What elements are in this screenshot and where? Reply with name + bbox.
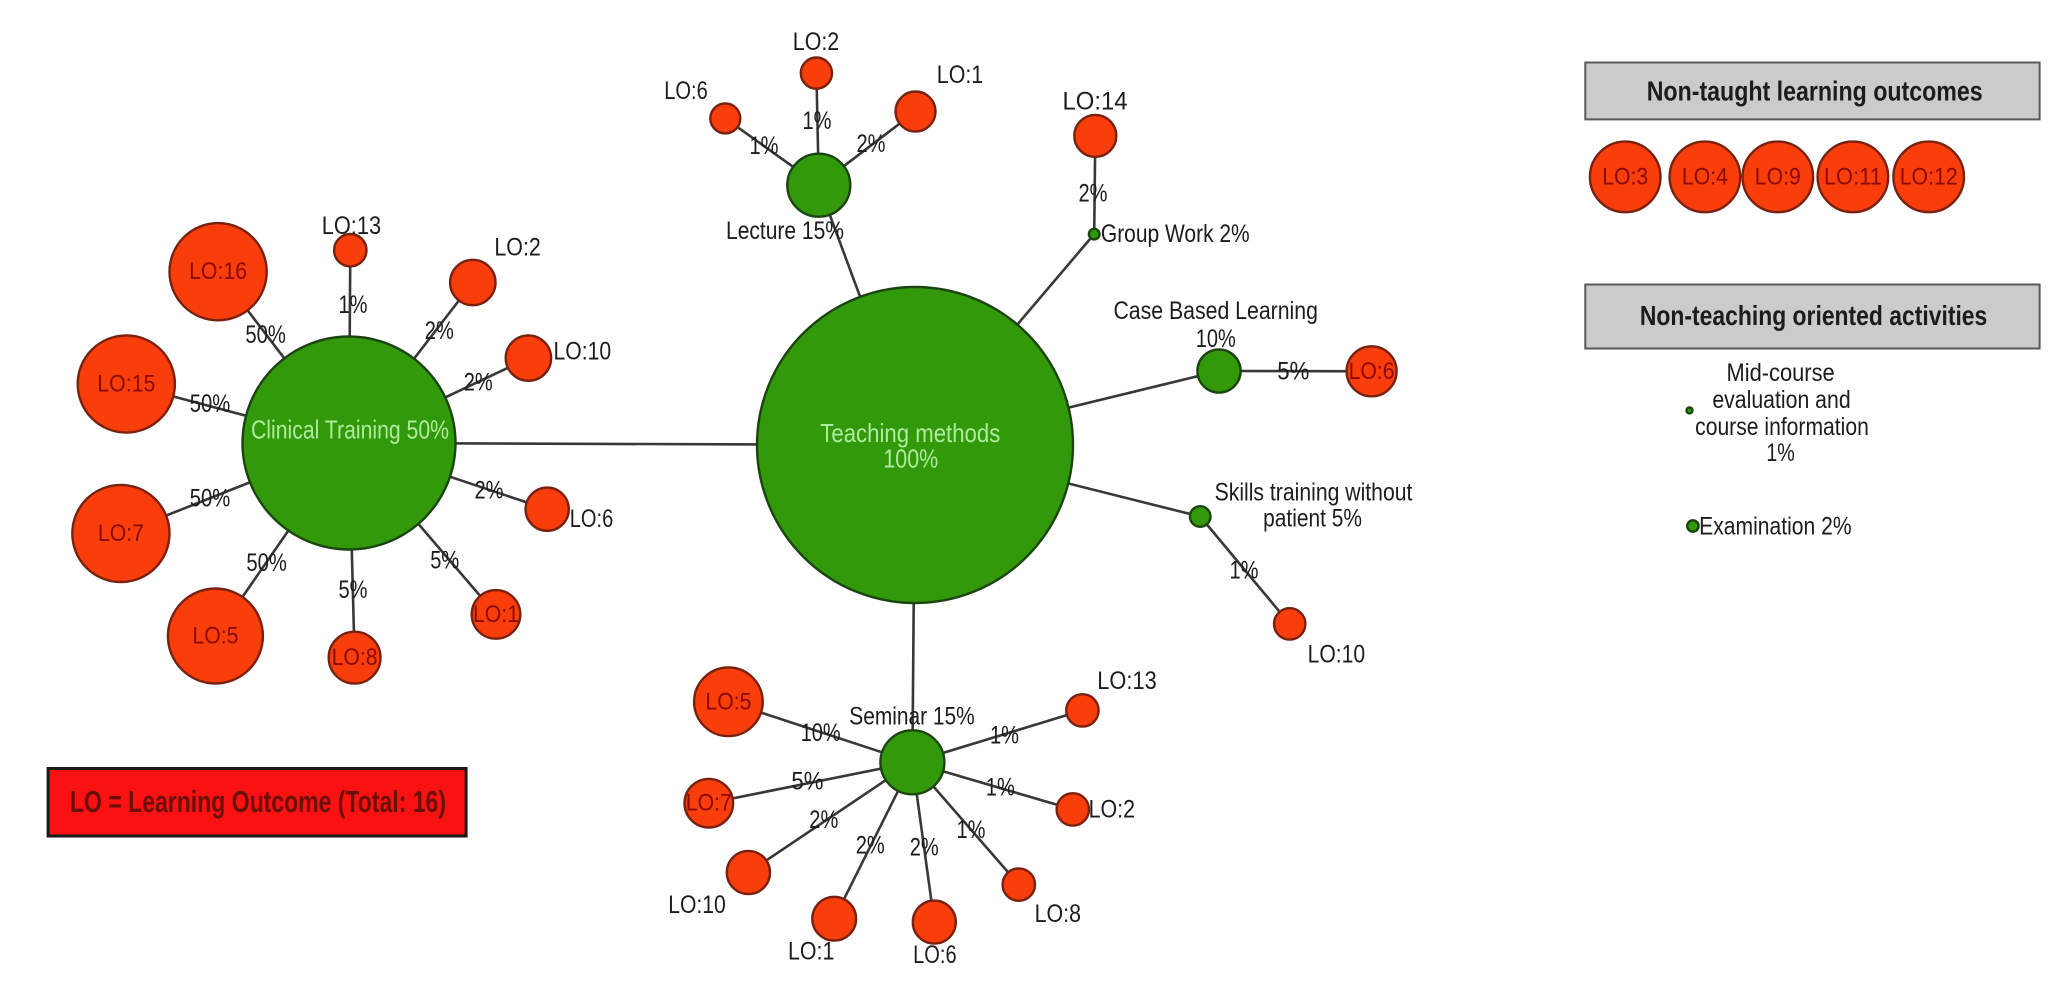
svg-text:LO:13: LO:13 xyxy=(322,212,381,240)
svg-text:Group Work 2%: Group Work 2% xyxy=(1101,220,1250,248)
svg-text:1%: 1% xyxy=(1766,439,1795,467)
svg-text:2%: 2% xyxy=(425,317,454,345)
svg-text:LO:3: LO:3 xyxy=(1602,163,1648,190)
svg-text:LO:2: LO:2 xyxy=(494,234,540,262)
svg-text:LO:6: LO:6 xyxy=(570,505,614,533)
svg-text:10%: 10% xyxy=(1196,325,1236,353)
svg-text:LO:16: LO:16 xyxy=(189,258,247,285)
svg-text:LO:5: LO:5 xyxy=(192,623,238,650)
svg-text:LO:1: LO:1 xyxy=(788,938,834,966)
svg-text:Clinical Training 50%: Clinical Training 50% xyxy=(251,415,449,445)
svg-text:LO:6: LO:6 xyxy=(664,77,708,105)
svg-text:LO:2: LO:2 xyxy=(793,28,839,56)
svg-text:Non-teaching oriented activiti: Non-teaching oriented activities xyxy=(1640,300,1987,331)
svg-text:LO:8: LO:8 xyxy=(1035,900,1081,928)
svg-text:Case Based Learning: Case Based Learning xyxy=(1113,297,1318,325)
svg-text:Skills training without: Skills training without xyxy=(1215,479,1413,507)
svg-text:LO:1: LO:1 xyxy=(937,61,983,89)
svg-text:LO:14: LO:14 xyxy=(1063,88,1128,116)
svg-text:5%: 5% xyxy=(430,546,459,574)
svg-text:LO:10: LO:10 xyxy=(668,891,726,919)
svg-text:LO:8: LO:8 xyxy=(332,644,378,671)
svg-text:LO:11: LO:11 xyxy=(1824,163,1882,190)
svg-text:LO:12: LO:12 xyxy=(1900,163,1958,190)
svg-text:LO:6: LO:6 xyxy=(1349,358,1395,385)
svg-text:Lecture 15%: Lecture 15% xyxy=(726,217,844,245)
svg-text:1%: 1% xyxy=(1230,556,1259,584)
svg-text:50%: 50% xyxy=(245,321,286,349)
svg-text:LO:10: LO:10 xyxy=(1308,640,1366,668)
svg-text:course information: course information xyxy=(1695,413,1869,441)
svg-text:LO:15: LO:15 xyxy=(97,371,155,398)
svg-text:2%: 2% xyxy=(857,130,886,158)
svg-text:1%: 1% xyxy=(750,132,779,160)
svg-text:2%: 2% xyxy=(464,368,493,396)
svg-text:LO = Learning Outcome (Total:: LO = Learning Outcome (Total: 16) xyxy=(70,785,446,819)
svg-text:1%: 1% xyxy=(990,721,1019,749)
svg-text:5%: 5% xyxy=(1277,357,1309,385)
svg-text:5%: 5% xyxy=(791,768,823,796)
svg-text:LO:10: LO:10 xyxy=(554,338,612,366)
svg-text:LO:1: LO:1 xyxy=(473,601,519,628)
svg-text:Mid-course: Mid-course xyxy=(1727,359,1835,387)
svg-text:LO:6: LO:6 xyxy=(913,941,957,969)
svg-text:1%: 1% xyxy=(986,773,1015,801)
svg-text:1%: 1% xyxy=(803,107,832,135)
svg-text:100%: 100% xyxy=(883,444,938,474)
svg-text:Examination 2%: Examination 2% xyxy=(1699,513,1852,541)
svg-text:2%: 2% xyxy=(1079,179,1108,207)
svg-text:LO:2: LO:2 xyxy=(1089,796,1135,824)
svg-text:1%: 1% xyxy=(957,816,986,844)
svg-text:2%: 2% xyxy=(475,476,504,504)
svg-text:50%: 50% xyxy=(246,549,287,577)
svg-text:Seminar 15%: Seminar 15% xyxy=(849,703,975,731)
svg-text:10%: 10% xyxy=(801,719,841,747)
svg-text:Non-taught learning outcomes: Non-taught learning outcomes xyxy=(1647,76,1983,107)
svg-text:evaluation and: evaluation and xyxy=(1712,386,1850,414)
svg-text:5%: 5% xyxy=(339,576,368,604)
svg-text:2%: 2% xyxy=(856,831,885,859)
svg-text:LO:13: LO:13 xyxy=(1097,667,1156,695)
svg-text:50%: 50% xyxy=(190,390,231,418)
svg-text:LO:9: LO:9 xyxy=(1755,163,1801,190)
svg-text:50%: 50% xyxy=(190,484,231,512)
svg-text:2%: 2% xyxy=(809,806,838,834)
svg-text:LO:7: LO:7 xyxy=(686,790,732,817)
svg-text:1%: 1% xyxy=(339,291,368,319)
svg-text:Teaching methods: Teaching methods xyxy=(820,418,1000,448)
svg-text:LO:5: LO:5 xyxy=(705,688,751,715)
svg-text:patient 5%: patient 5% xyxy=(1263,505,1362,533)
svg-text:2%: 2% xyxy=(910,834,939,862)
svg-text:LO:7: LO:7 xyxy=(98,520,144,547)
svg-text:LO:4: LO:4 xyxy=(1682,163,1728,190)
